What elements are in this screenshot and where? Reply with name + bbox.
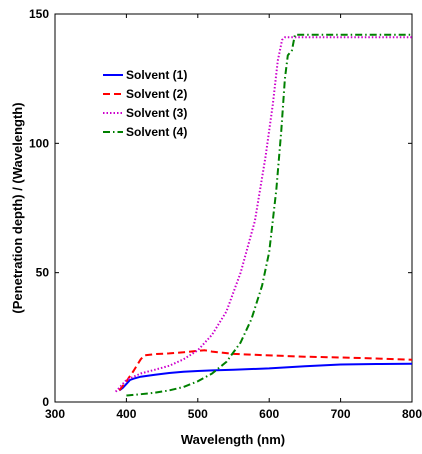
legend-label-4: Solvent (4)	[126, 125, 187, 139]
legend-label-1: Solvent (1)	[126, 68, 187, 82]
series-layer	[114, 33, 413, 397]
x-tick-label: 600	[259, 407, 279, 421]
y-tick-label: 100	[29, 136, 49, 150]
y-axis-title: (Penetration depth) / (Wavelength)	[10, 102, 25, 313]
x-tick-label: 500	[188, 407, 208, 421]
series-line-3	[114, 36, 412, 393]
series-line-2	[118, 349, 413, 392]
tick-layer: 300 400 500 600 700 800 0 50 100 150	[29, 7, 422, 421]
y-tick-label: 150	[29, 7, 49, 21]
x-tick-label: 300	[45, 407, 65, 421]
series-line-4	[126, 33, 412, 397]
y-tick-label: 0	[42, 395, 49, 409]
x-tick-label: 800	[402, 407, 422, 421]
x-tick-label: 400	[116, 407, 136, 421]
legend-label-2: Solvent (2)	[126, 87, 187, 101]
x-axis-title: Wavelength (nm)	[181, 432, 285, 447]
x-tick-label: 700	[331, 407, 351, 421]
series-line-1	[118, 362, 413, 392]
plot-frame	[54, 13, 413, 403]
legend: Solvent (1) Solvent (2) Solvent (3) Solvent…	[103, 68, 187, 139]
legend-label-3: Solvent (3)	[126, 106, 187, 120]
y-tick-label: 50	[36, 266, 50, 280]
